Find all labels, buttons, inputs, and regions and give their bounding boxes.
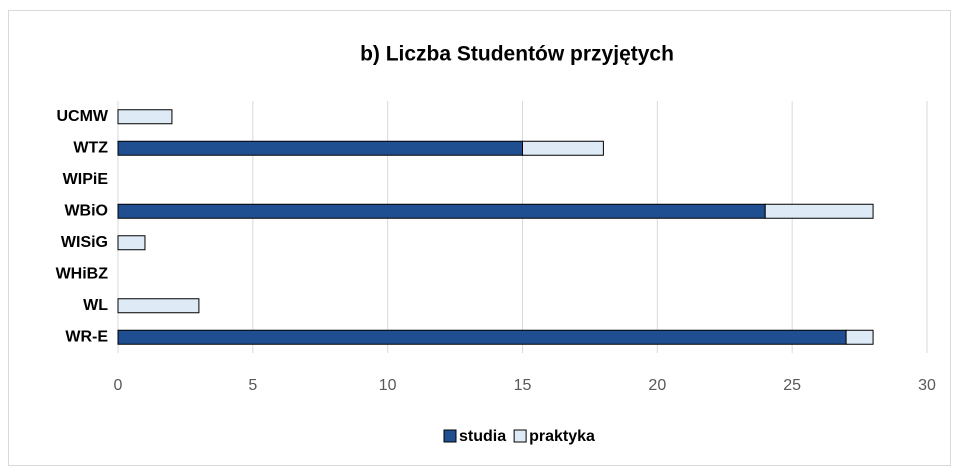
- bar: [117, 235, 146, 251]
- y-tick-label: WIPiE: [63, 171, 109, 188]
- bar: [117, 109, 173, 125]
- bar: [764, 203, 874, 219]
- bar: [522, 140, 604, 156]
- x-tick-label: 5: [248, 377, 257, 394]
- y-tick-label: WTZ: [73, 139, 108, 156]
- y-tick-label: WL: [83, 297, 108, 314]
- x-tick-label: 25: [783, 377, 801, 394]
- x-tick-label: 30: [918, 377, 936, 394]
- y-tick-label: WISiG: [61, 234, 108, 251]
- bar: [117, 298, 200, 314]
- x-tick-label: 15: [514, 377, 532, 394]
- y-tick-label: WHiBZ: [56, 265, 109, 282]
- y-tick-label: WBiO: [64, 202, 108, 219]
- legend-label: studia: [459, 428, 506, 445]
- x-tick-label: 0: [114, 377, 123, 394]
- chart-border: [8, 10, 951, 466]
- legend-label: praktyka: [529, 428, 595, 445]
- bar: [117, 140, 523, 156]
- bar: [117, 329, 847, 345]
- legend-swatch: [513, 429, 527, 443]
- bar: [845, 329, 874, 345]
- bar: [117, 203, 766, 219]
- chart-title: b) Liczba Studentów przyjętych: [360, 43, 674, 66]
- legend-swatch: [443, 429, 457, 443]
- x-tick-label: 20: [648, 377, 666, 394]
- y-tick-label: UCMW: [56, 108, 108, 125]
- y-tick-label: WR-E: [65, 328, 108, 345]
- x-tick-label: 10: [379, 377, 397, 394]
